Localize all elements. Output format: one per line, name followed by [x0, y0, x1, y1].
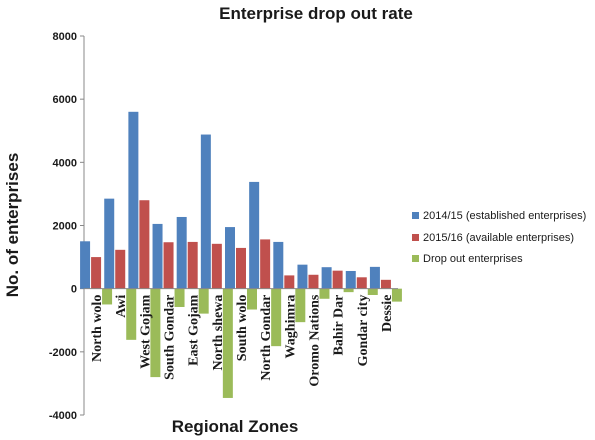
bar [308, 274, 319, 289]
bar [152, 223, 163, 289]
bar [225, 227, 235, 289]
x-tick-label: South Gondar [163, 295, 178, 380]
bar [198, 288, 209, 314]
bar [273, 241, 284, 289]
bar [391, 288, 402, 302]
bar [249, 181, 260, 289]
x-axis-title: Regional Zones [172, 417, 299, 436]
bar [332, 270, 343, 289]
y-tick-label: 6000 [53, 94, 77, 106]
x-tick-label: East Gojam [187, 294, 202, 366]
bar [236, 247, 246, 289]
legend: 2014/15 (established enterprises) 2015/16… [412, 210, 586, 265]
x-tick-label: North Gondar [259, 295, 274, 381]
bar [380, 279, 391, 289]
x-tick-label: North wolo [90, 295, 105, 362]
bar [345, 270, 356, 289]
legend-label: 2014/15 (established enterprises) [423, 210, 586, 222]
legend-swatch [412, 255, 419, 262]
legend-label: 2015/16 (available enterprises) [423, 232, 574, 244]
x-tick-label: Gondar city [356, 295, 371, 367]
legend-swatch [412, 234, 419, 241]
bar [260, 239, 271, 289]
bar [174, 288, 185, 307]
x-tick-label: Bahir Dar [332, 295, 347, 356]
bar [297, 264, 308, 289]
bar [356, 277, 367, 289]
bar [187, 241, 198, 289]
bar [102, 288, 113, 305]
bar [222, 288, 233, 398]
x-tick-label: Dessie [380, 295, 395, 332]
y-axis-title: No. of enterprises [3, 153, 22, 298]
bar [367, 288, 378, 295]
y-tick-label: -4000 [49, 410, 77, 422]
bar [247, 288, 257, 310]
bar [369, 266, 380, 289]
bar [321, 267, 332, 289]
y-tick-label: 8000 [53, 31, 77, 43]
bar [176, 216, 187, 289]
x-tick-label: Waghimra [283, 295, 298, 359]
x-tick-label: North shewa [211, 295, 226, 371]
x-axis: North wolo Awi West Gojam South Gondar East … [84, 288, 398, 387]
x-tick-label: South wolo [235, 295, 250, 362]
bar [211, 243, 222, 289]
x-tick-label: Awi [114, 295, 129, 318]
bar [271, 288, 282, 347]
x-tick-label: Oromo Nations [307, 294, 322, 386]
bar [139, 200, 150, 289]
bar [126, 288, 137, 340]
bar [163, 242, 174, 289]
y-tick-label: 2000 [53, 221, 77, 233]
y-axis: -4000 -2000 0 2000 4000 6000 8000 [49, 31, 85, 422]
bar [80, 241, 91, 289]
bar [115, 249, 126, 289]
bar [128, 111, 139, 289]
bar [150, 288, 161, 378]
bar [343, 288, 354, 293]
y-tick-label: 0 [71, 284, 77, 296]
bar [319, 288, 330, 299]
y-tick-label: 4000 [53, 157, 77, 169]
bar [295, 288, 306, 323]
chart-title: Enterprise drop out rate [219, 4, 413, 23]
x-tick-label: West Gojam [138, 294, 153, 369]
bar [91, 257, 102, 289]
legend-label: Drop out enterprises [423, 253, 523, 265]
bar [284, 275, 295, 289]
bars [80, 111, 402, 398]
bar [104, 198, 115, 289]
legend-swatch [412, 212, 419, 219]
bar [200, 134, 211, 289]
y-tick-label: -2000 [49, 347, 77, 359]
